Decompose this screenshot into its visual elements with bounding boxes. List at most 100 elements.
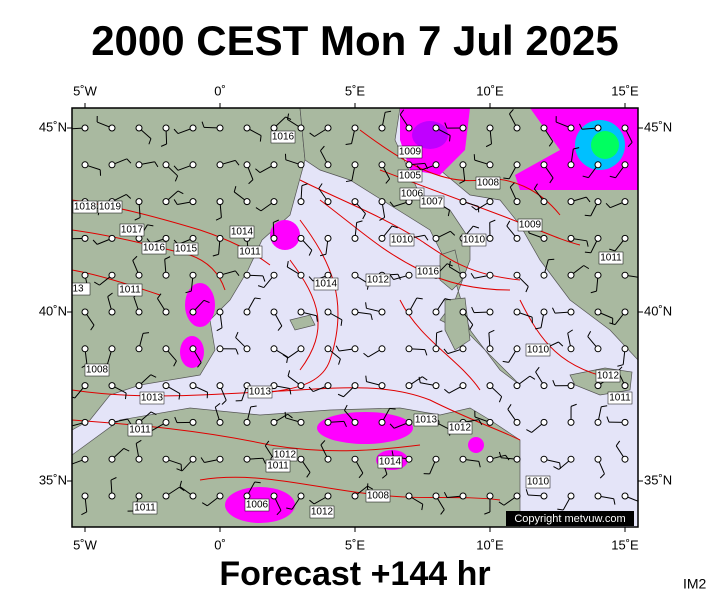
barb-flag bbox=[641, 278, 642, 284]
station bbox=[136, 346, 142, 352]
station bbox=[244, 419, 250, 425]
station bbox=[514, 346, 520, 352]
isobar-label: 1011 bbox=[119, 285, 141, 296]
lat-label-left: 40˚N bbox=[39, 303, 67, 318]
isobar-label: 1016 bbox=[272, 132, 295, 143]
station bbox=[595, 383, 601, 389]
station bbox=[568, 235, 574, 241]
station bbox=[271, 125, 277, 131]
station bbox=[109, 162, 115, 168]
station bbox=[433, 309, 439, 315]
lat-label-right: 35˚N bbox=[644, 472, 672, 487]
isobar-label: 1014 bbox=[379, 457, 402, 468]
station bbox=[379, 346, 385, 352]
station bbox=[190, 309, 196, 315]
station bbox=[460, 162, 466, 168]
station bbox=[109, 309, 115, 315]
station bbox=[217, 125, 223, 131]
station bbox=[190, 162, 196, 168]
station bbox=[163, 456, 169, 462]
station bbox=[406, 309, 412, 315]
station bbox=[352, 456, 358, 462]
station bbox=[298, 162, 304, 168]
lon-label-top: 10˚E bbox=[476, 83, 504, 98]
station bbox=[109, 346, 115, 352]
station bbox=[352, 419, 358, 425]
station bbox=[163, 162, 169, 168]
station bbox=[163, 419, 169, 425]
station bbox=[433, 162, 439, 168]
station bbox=[244, 493, 250, 499]
title: 2000 CEST Mon 7 Jul 2025 bbox=[91, 17, 619, 64]
station bbox=[541, 162, 547, 168]
station bbox=[109, 125, 115, 131]
station bbox=[298, 456, 304, 462]
station bbox=[352, 162, 358, 168]
station bbox=[190, 346, 196, 352]
station bbox=[460, 493, 466, 499]
station bbox=[244, 346, 250, 352]
station bbox=[217, 383, 223, 389]
station bbox=[190, 272, 196, 278]
station bbox=[595, 162, 601, 168]
barb-flag bbox=[366, 376, 367, 382]
station bbox=[82, 235, 88, 241]
station bbox=[622, 235, 628, 241]
station bbox=[541, 456, 547, 462]
barb-flag bbox=[143, 333, 149, 334]
station bbox=[109, 493, 115, 499]
station bbox=[595, 199, 601, 205]
station bbox=[595, 235, 601, 241]
station bbox=[541, 199, 547, 205]
station bbox=[622, 272, 628, 278]
station bbox=[541, 493, 547, 499]
station bbox=[406, 419, 412, 425]
station bbox=[541, 383, 547, 389]
station bbox=[433, 456, 439, 462]
station bbox=[82, 346, 88, 352]
station bbox=[379, 125, 385, 131]
barb-flag bbox=[125, 393, 126, 399]
isobar-label: 1010 bbox=[527, 477, 550, 488]
station bbox=[622, 199, 628, 205]
station bbox=[622, 456, 628, 462]
station bbox=[82, 493, 88, 499]
station bbox=[352, 346, 358, 352]
station bbox=[406, 272, 412, 278]
lon-label-top: 0˚ bbox=[214, 83, 226, 98]
station bbox=[109, 383, 115, 389]
isobar-label: 1016 bbox=[417, 267, 440, 278]
station bbox=[514, 493, 520, 499]
station bbox=[460, 125, 466, 131]
image-code: IM2 bbox=[683, 576, 707, 592]
station bbox=[244, 309, 250, 315]
station bbox=[460, 456, 466, 462]
station bbox=[352, 272, 358, 278]
station bbox=[271, 346, 277, 352]
isobar-label: 1013 bbox=[415, 415, 438, 426]
station bbox=[379, 199, 385, 205]
station bbox=[217, 493, 223, 499]
station bbox=[298, 199, 304, 205]
station bbox=[217, 309, 223, 315]
station bbox=[541, 419, 547, 425]
isobar-label: 1012 bbox=[597, 371, 620, 382]
station bbox=[379, 162, 385, 168]
station bbox=[136, 162, 142, 168]
isobar-label: 1015 bbox=[175, 244, 198, 255]
station bbox=[487, 419, 493, 425]
station bbox=[163, 235, 169, 241]
station bbox=[82, 162, 88, 168]
station bbox=[433, 346, 439, 352]
station bbox=[514, 162, 520, 168]
isobar-label: 1008 bbox=[477, 178, 500, 189]
station bbox=[406, 162, 412, 168]
isobar-label: 1005 bbox=[399, 171, 422, 182]
barb-flag bbox=[66, 422, 70, 427]
lat-label-left: 45˚N bbox=[39, 119, 67, 134]
station bbox=[271, 272, 277, 278]
station bbox=[379, 235, 385, 241]
station bbox=[487, 383, 493, 389]
station bbox=[136, 199, 142, 205]
station bbox=[298, 346, 304, 352]
